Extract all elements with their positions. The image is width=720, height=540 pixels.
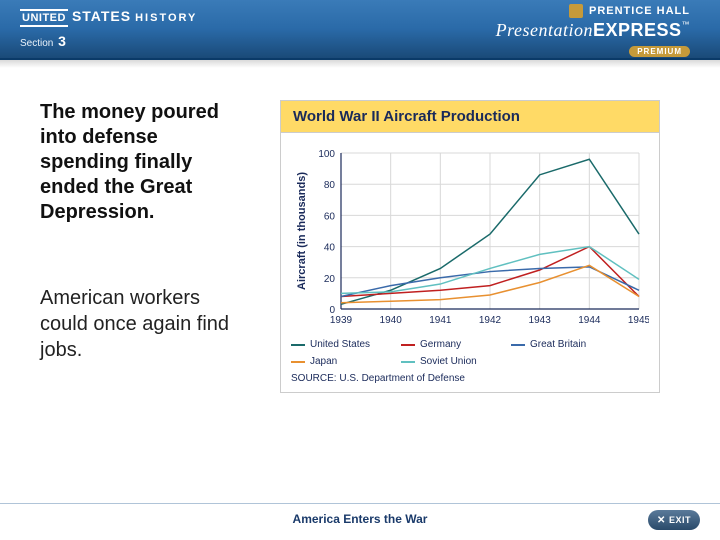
chart-column: World War II Aircraft Production 0204060… [280, 100, 660, 393]
brand-states: STATES [72, 8, 131, 24]
chart-source: SOURCE: U.S. Department of Defense [291, 373, 649, 384]
svg-text:1945: 1945 [628, 315, 649, 326]
legend-swatch [401, 361, 415, 363]
premium-badge: PREMIUM [629, 46, 690, 57]
svg-text:60: 60 [324, 211, 336, 222]
chart-box: 0204060801001939194019411942194319441945… [280, 133, 660, 393]
svg-text:1939: 1939 [330, 315, 353, 326]
exit-label: EXIT [669, 515, 691, 525]
tree-icon [569, 4, 583, 18]
paragraph-2: American workers could once again find j… [40, 285, 250, 363]
footer: America Enters the War ✕ EXIT [0, 498, 720, 540]
footer-divider [0, 503, 720, 504]
legend-label: Great Britain [530, 339, 586, 350]
chart-title: World War II Aircraft Production [280, 100, 660, 133]
legend-label: Germany [420, 339, 461, 350]
legend-swatch [401, 344, 415, 346]
legend-item: United States [291, 339, 383, 350]
brand-history: HISTORY [135, 12, 197, 24]
close-icon: ✕ [657, 515, 666, 526]
svg-text:20: 20 [324, 274, 336, 285]
section-number: 3 [58, 33, 66, 49]
section-label: Section 3 [20, 33, 197, 49]
svg-text:40: 40 [324, 243, 336, 254]
svg-text:Aircraft (in thousands): Aircraft (in thousands) [296, 172, 308, 290]
svg-text:100: 100 [318, 149, 335, 160]
legend-item: Great Britain [511, 339, 603, 350]
brand-united: UNITED [20, 9, 68, 27]
footer-caption: America Enters the War [293, 512, 428, 526]
text-column: The money poured into defense spending f… [40, 100, 250, 393]
svg-text:1941: 1941 [429, 315, 452, 326]
legend-item: Japan [291, 356, 383, 367]
paragraph-1: The money poured into defense spending f… [40, 100, 250, 225]
legend-swatch [291, 361, 305, 363]
header-bar: UNITED STATES HISTORY Section 3 PRENTICE… [0, 0, 720, 60]
svg-text:80: 80 [324, 180, 336, 191]
chart-legend: United States Germany Great Britain Japan So… [291, 339, 649, 367]
legend-swatch [511, 344, 525, 346]
legend-label: Japan [310, 356, 337, 367]
legend-label: United States [310, 339, 370, 350]
content-area: The money poured into defense spending f… [0, 100, 720, 393]
svg-text:1943: 1943 [529, 315, 552, 326]
product-logo: PresentationEXPRESS™ [496, 20, 690, 41]
chart-svg: 0204060801001939194019411942194319441945… [291, 143, 649, 333]
brand-right: PRENTICE HALL PresentationEXPRESS™ PREMI… [496, 4, 690, 59]
svg-text:1940: 1940 [380, 315, 403, 326]
header-shadow [0, 60, 720, 68]
svg-text:1944: 1944 [578, 315, 601, 326]
svg-text:1942: 1942 [479, 315, 502, 326]
exit-button[interactable]: ✕ EXIT [648, 510, 700, 530]
brand-left: UNITED STATES HISTORY Section 3 [20, 8, 197, 49]
legend-swatch [291, 344, 305, 346]
legend-item: Germany [401, 339, 493, 350]
legend-item: Soviet Union [401, 356, 493, 367]
publisher-logo: PRENTICE HALL [496, 4, 690, 18]
legend-label: Soviet Union [420, 356, 477, 367]
